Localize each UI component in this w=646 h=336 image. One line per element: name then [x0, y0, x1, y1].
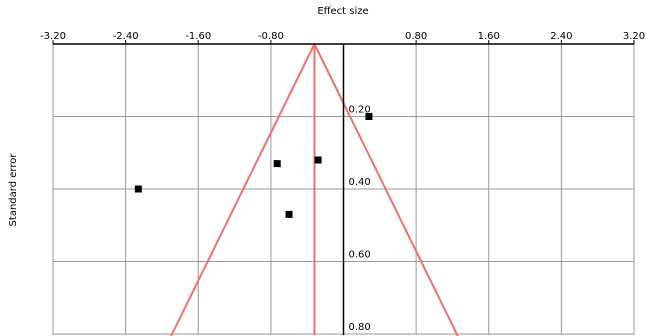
- data-point: [285, 210, 293, 218]
- grid: [52, 44, 635, 335]
- funnel-lower-limit-line: [170, 43, 316, 336]
- x-tick-label: 2.40: [550, 31, 572, 42]
- x-tick-label: 0.80: [405, 31, 427, 42]
- x-axis-title: Effect size: [317, 6, 368, 17]
- funnel-lines: [170, 43, 459, 336]
- y-tick-label: 0.60: [349, 250, 371, 261]
- data-point: [134, 185, 142, 193]
- tick-labels: -3.20 -2.40 -1.60 -0.80 0.80 1.60 2.40 3.20 0.20…: [40, 31, 645, 333]
- data-point: [365, 113, 373, 120]
- y-tick-label: 0.80: [349, 322, 371, 333]
- data-point: [273, 160, 281, 168]
- x-tick-label: -3.20: [40, 31, 66, 42]
- x-tick-label: -0.80: [258, 31, 284, 42]
- x-tick-label: 3.20: [623, 31, 645, 42]
- y-tick-label: 0.20: [349, 105, 371, 116]
- y-axis-title: Standard error: [8, 153, 19, 227]
- data-points: [134, 113, 373, 218]
- x-tick-label: -1.60: [185, 31, 211, 42]
- x-tick-label: 1.60: [478, 31, 500, 42]
- x-tick-label: -2.40: [113, 31, 139, 42]
- axes: [53, 43, 634, 335]
- data-point: [314, 156, 322, 164]
- y-tick-label: 0.40: [349, 177, 371, 188]
- funnel-upper-limit-line: [313, 43, 459, 336]
